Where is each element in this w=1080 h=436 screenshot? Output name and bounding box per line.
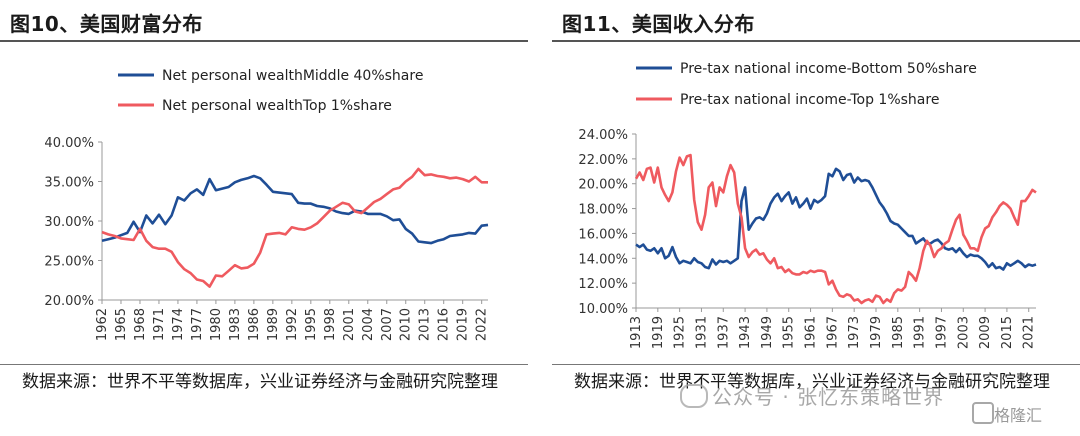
x-tick-label: 2001 xyxy=(342,308,357,341)
x-tick-label: 1979 xyxy=(869,316,884,349)
x-tick-label: 1949 xyxy=(760,316,775,349)
x-tick-label: 1989 xyxy=(266,308,281,341)
y-tick-label: 10.00% xyxy=(578,302,628,317)
x-tick-label: 1983 xyxy=(228,308,243,341)
x-tick-label: 1995 xyxy=(304,308,319,341)
x-tick-label: 1943 xyxy=(738,316,753,349)
x-tick-label: 1985 xyxy=(891,316,906,349)
x-tick-label: 2016 xyxy=(437,308,452,341)
wechat-icon xyxy=(680,384,708,408)
brand-logo-icon xyxy=(972,402,994,424)
wealth-chart: 20.00% 25.00% 30.00% 35.00% 40.00% 1962 1965 19… xyxy=(44,68,490,341)
y-tick-label: 24.00% xyxy=(578,128,628,143)
x-tick-label: 1980 xyxy=(209,308,224,341)
legend-label: Net personal wealthTop 1%share xyxy=(162,98,392,114)
legend-label: Net personal wealthMiddle 40%share xyxy=(162,68,423,84)
series-line-2 xyxy=(101,167,488,288)
legend-label: Pre-tax national income-Bottom 50%share xyxy=(680,61,977,77)
x-tick-label: 1913 xyxy=(629,316,644,349)
y-tick-label: 30.00% xyxy=(44,215,94,230)
brand-text: 格隆汇 xyxy=(994,406,1043,425)
x-tick-label: 1961 xyxy=(804,316,819,349)
source-rule xyxy=(0,364,528,365)
figure-title: 图10、美国财富分布 xyxy=(10,12,203,36)
wealth-panel: 图10、美国财富分布 20.00% 25.00% 30.00% 35.00% 40.00… xyxy=(0,0,528,436)
x-tick-label: 1931 xyxy=(694,316,709,349)
x-tick-label: 1991 xyxy=(913,316,928,349)
x-tick-label: 1973 xyxy=(847,316,862,349)
series-line-1 xyxy=(635,167,1037,271)
x-tick-label: 2015 xyxy=(1000,316,1015,349)
y-tick-label: 22.00% xyxy=(578,153,628,168)
x-tick-label: 2010 xyxy=(399,308,414,341)
y-tick-label: 16.00% xyxy=(578,227,628,242)
title-rule xyxy=(0,40,528,42)
series-line-2 xyxy=(634,153,1037,305)
y-tick-label: 20.00% xyxy=(578,178,628,193)
income-panel: 图11、美国收入分布 10.00% 12.00% 14.00% 16.00% 18.00… xyxy=(552,0,1080,436)
x-tick-label: 1968 xyxy=(133,308,148,341)
x-tick-label: 1992 xyxy=(285,308,300,341)
source-note: 数据来源：世界不平等数据库，兴业证券经济与金融研究院整理 xyxy=(574,372,1050,392)
y-tick-label: 18.00% xyxy=(578,203,628,218)
title-rule xyxy=(552,40,1080,42)
series-line-1 xyxy=(101,174,489,245)
x-tick-label: 1967 xyxy=(825,316,840,349)
source-rule xyxy=(552,364,1080,365)
figure-title: 图11、美国收入分布 xyxy=(562,12,755,36)
x-tick-label: 2003 xyxy=(956,316,971,349)
y-tick-label: 40.00% xyxy=(44,136,94,151)
legend-label: Pre-tax national income-Top 1%share xyxy=(680,92,939,108)
watermark-text: 公众号 · 张忆东策略世界 xyxy=(712,385,945,409)
x-tick-label: 1925 xyxy=(673,316,688,349)
y-tick-label: 35.00% xyxy=(44,176,94,191)
x-tick-label: 2007 xyxy=(380,308,395,341)
x-tick-label: 1962 xyxy=(95,308,110,341)
x-tick-label: 2019 xyxy=(456,308,471,341)
x-tick-label: 1974 xyxy=(171,308,186,341)
x-tick-label: 1998 xyxy=(323,308,338,341)
x-tick-label: 1937 xyxy=(716,316,731,349)
x-tick-label: 1986 xyxy=(247,308,262,341)
y-tick-label: 25.00% xyxy=(44,255,94,270)
x-tick-label: 1971 xyxy=(152,308,167,341)
x-tick-label: 1965 xyxy=(114,308,129,341)
x-tick-label: 2022 xyxy=(475,308,490,341)
x-tick-label: 2013 xyxy=(418,308,433,341)
x-tick-label: 1977 xyxy=(190,308,205,341)
y-tick-label: 14.00% xyxy=(578,252,628,267)
y-tick-label: 20.00% xyxy=(44,294,94,309)
x-tick-label: 1955 xyxy=(782,316,797,349)
x-tick-label: 2021 xyxy=(1022,316,1037,349)
x-tick-label: 1919 xyxy=(651,316,666,349)
x-tick-label: 2004 xyxy=(361,308,376,341)
income-chart: 10.00% 12.00% 14.00% 16.00% 18.00% 20.00% 22.0… xyxy=(578,61,1037,349)
source-note: 数据来源：世界不平等数据库，兴业证券经济与金融研究院整理 xyxy=(22,372,498,392)
x-tick-label: 2009 xyxy=(978,316,993,349)
x-tick-label: 1997 xyxy=(934,316,949,349)
y-tick-label: 12.00% xyxy=(578,277,628,292)
